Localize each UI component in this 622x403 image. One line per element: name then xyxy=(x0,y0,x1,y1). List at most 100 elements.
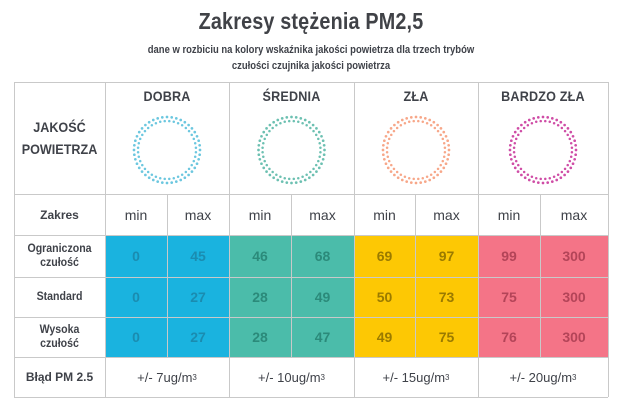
ring-dot xyxy=(180,124,184,127)
ring-dot xyxy=(548,120,552,124)
ring-dot xyxy=(297,176,300,180)
min-header: min xyxy=(497,206,521,223)
ring-dot xyxy=(514,137,518,141)
category-divider xyxy=(229,82,230,397)
ring-dot xyxy=(412,119,415,123)
ring-dot xyxy=(318,155,321,159)
ring-dot xyxy=(271,126,274,130)
ring-dot xyxy=(163,119,166,123)
ring-dot xyxy=(419,181,423,185)
value-cell: 28 xyxy=(229,277,291,317)
ring-dot xyxy=(519,129,523,133)
ring-dot xyxy=(392,167,396,171)
ring-dot xyxy=(419,115,423,119)
value-cell: 0 xyxy=(105,235,167,277)
ring-dot xyxy=(517,133,520,137)
ring-dot xyxy=(312,129,315,133)
ring-dot xyxy=(147,120,151,124)
ring-dot xyxy=(147,176,151,180)
value-cell: 0 xyxy=(105,277,167,317)
error-unit-superscript: 3 xyxy=(192,372,197,382)
value-cell: 68 xyxy=(291,235,354,277)
ring-dot xyxy=(412,177,415,181)
ring-dot xyxy=(428,118,432,122)
ring-dot xyxy=(280,116,284,120)
sensitivity-label-line2: czułość xyxy=(40,338,79,350)
ring-dot xyxy=(143,129,147,133)
ring-dot xyxy=(144,173,147,177)
ring-dot xyxy=(190,133,193,137)
ring-dot xyxy=(292,119,296,123)
ring-dot xyxy=(530,121,534,125)
ring-dot xyxy=(570,151,574,154)
ring-dot xyxy=(263,159,266,163)
ring-dot xyxy=(439,163,442,167)
ring-dot xyxy=(156,116,160,120)
ring-dot xyxy=(442,141,446,145)
ring-dot xyxy=(179,178,183,182)
ring-dot xyxy=(556,173,560,176)
ring-dot xyxy=(568,159,572,163)
ring-dot xyxy=(311,123,315,127)
error-value: +/- 7ug/m 3 xyxy=(105,357,229,397)
ring-dot xyxy=(569,130,573,134)
ring-dot xyxy=(405,180,409,184)
ring-dot xyxy=(390,133,393,137)
ring-dot xyxy=(285,181,289,185)
ring-dot xyxy=(519,167,523,171)
max-header: max xyxy=(433,206,460,223)
ring-dot xyxy=(198,148,202,152)
ring-dot xyxy=(140,170,144,173)
ring-dot xyxy=(441,137,445,141)
ring-dot xyxy=(271,170,274,174)
ring-dot xyxy=(176,175,180,179)
dotted-ring-icon xyxy=(132,115,202,185)
minmax-divider xyxy=(540,194,541,357)
min-header: min xyxy=(124,206,148,223)
ring-dot xyxy=(546,115,550,119)
ring-dot xyxy=(414,181,418,185)
table-row-divider xyxy=(14,235,608,236)
ring-dot xyxy=(183,120,187,124)
minmax-divider xyxy=(291,194,292,357)
ring-dot xyxy=(382,139,386,143)
ring-dot xyxy=(509,157,513,161)
ring-dot xyxy=(297,120,300,124)
ring-dot xyxy=(414,115,418,119)
value-cell: 75 xyxy=(415,317,478,357)
ring-dot xyxy=(544,119,547,123)
ring-dot xyxy=(571,134,575,138)
table-border xyxy=(608,82,609,397)
subtitle-line-2: czułości czujnika jakości powietrza xyxy=(231,60,391,72)
max-header: max xyxy=(184,206,212,223)
ring-dot xyxy=(319,151,322,154)
table-row-divider xyxy=(14,277,608,278)
ring-dot xyxy=(194,151,198,154)
ring-dot xyxy=(563,123,566,127)
table-row-divider xyxy=(14,357,608,358)
ring-dot xyxy=(407,120,411,124)
ring-dot xyxy=(511,162,515,166)
ring-dot xyxy=(385,151,389,154)
ring-dot xyxy=(260,134,263,138)
value-cell: 49 xyxy=(354,317,415,357)
ring-dot xyxy=(571,162,575,166)
ring-dot xyxy=(317,166,321,170)
ring-dot xyxy=(190,127,194,130)
value-cell: 50 xyxy=(354,277,415,317)
ring-dot xyxy=(195,162,199,166)
ring-dot xyxy=(287,119,291,123)
ring-dot xyxy=(381,148,385,152)
ring-dot xyxy=(311,173,315,177)
ring-dot xyxy=(436,167,440,171)
table-row-divider xyxy=(14,317,608,318)
value-cell: 27 xyxy=(167,317,229,357)
ring-dot xyxy=(386,130,390,134)
ring-dot xyxy=(439,170,443,173)
ring-dot xyxy=(133,139,137,143)
ring-dot xyxy=(569,166,573,170)
category-divider xyxy=(478,82,479,397)
subtitle-line-1: dane w rozbiciu na kolory wskaźnika jako… xyxy=(147,44,475,56)
value-cell: 49 xyxy=(291,277,354,317)
